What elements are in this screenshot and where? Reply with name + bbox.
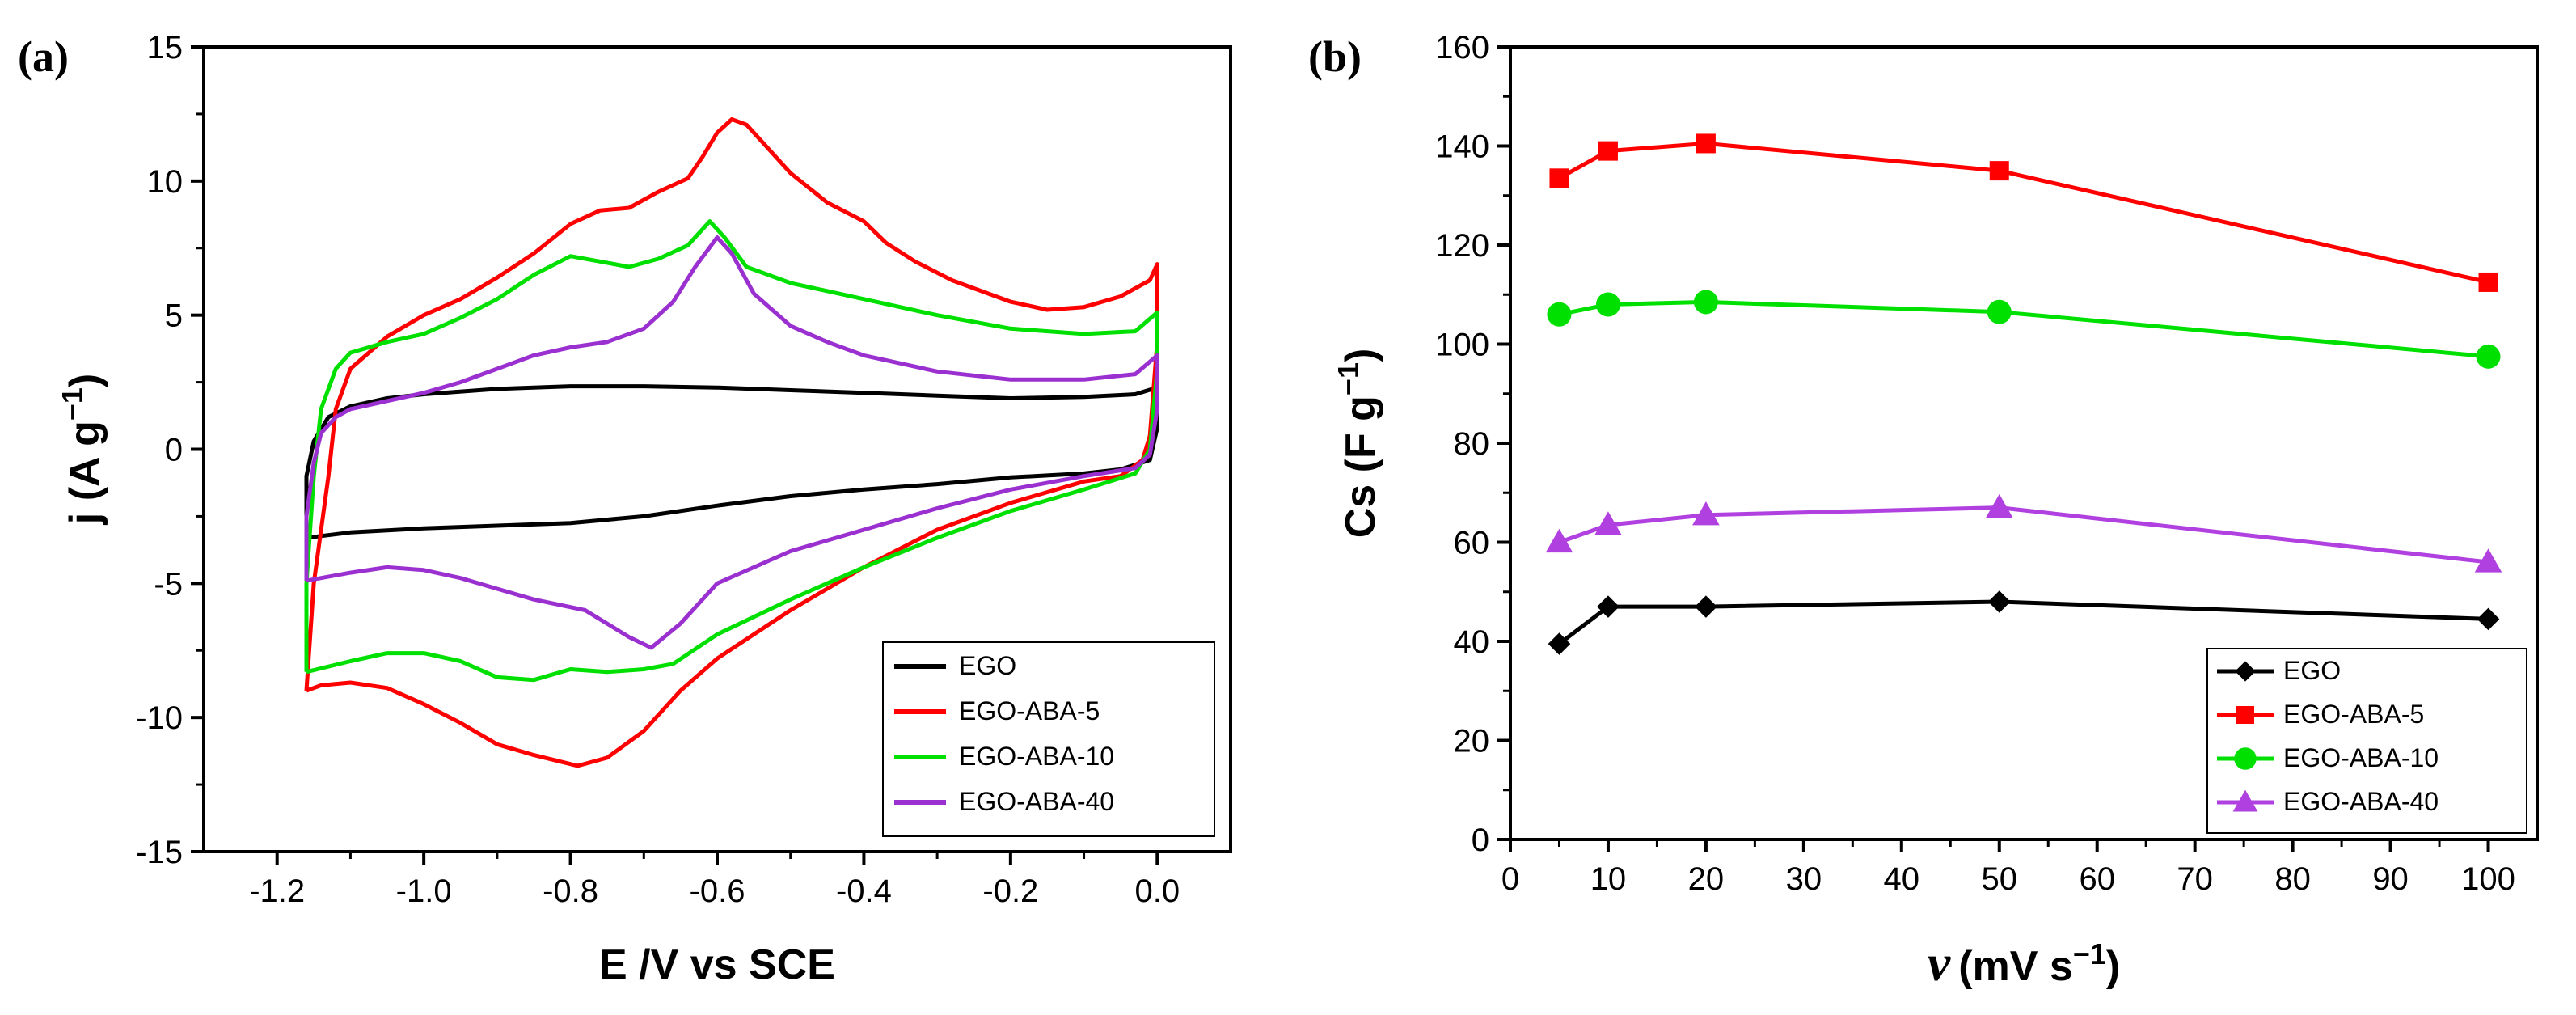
- panel-b-point-EGO-ABA-5: [1989, 161, 2009, 181]
- panel-a-series-line-EGO: [304, 384, 1159, 540]
- panel-b-legend-swatch-marker: [2234, 747, 2257, 770]
- panel-b-legend-swatch-marker: [2235, 661, 2256, 682]
- panel-b-xlabel-sup: −1: [2073, 937, 2106, 971]
- panel-b-chart: (b) 0 10 20 30 40 50 60 70 80 90 100 0 20 40 60 80 100 12…: [1308, 30, 2539, 992]
- panel-a-x-tick-label: -1.0: [396, 873, 452, 909]
- panel-a-series-lines: [304, 117, 1159, 768]
- panel-b-label: (b): [1308, 32, 1362, 81]
- panel-a-y-tick-label: 0: [165, 433, 183, 468]
- panel-b-point-EGO: [1548, 632, 1571, 655]
- panel-b-point-EGO-ABA-10: [2476, 344, 2501, 369]
- panel-b-y-tick-label: 120: [1435, 228, 1489, 264]
- panel-b-ylabel-sup: −1: [1332, 362, 1365, 395]
- panel-b-xlabel-symbol: ν: [1928, 934, 1951, 992]
- panel-b-legend-label: EGO-ABA-5: [2283, 700, 2424, 729]
- panel-b-x-tick-label: 10: [1590, 861, 1627, 897]
- panel-a-x-tick-label: -0.6: [690, 873, 745, 909]
- panel-b-point-EGO-ABA-40: [1692, 501, 1720, 526]
- panel-b-ylabel-main: Cs (F g: [1337, 395, 1384, 538]
- panel-a-y-axis-title: j (A g−1): [56, 374, 108, 525]
- panel-a-y-tick-label: -5: [154, 566, 183, 602]
- panel-b-legend: EGO EGO-ABA-5 EGO-ABA-10 EGO-ABA-40: [2206, 648, 2527, 834]
- panel-b-point-EGO-ABA-5: [1549, 168, 1569, 188]
- panel-b-point-EGO-ABA-10: [1595, 292, 1620, 317]
- panel-a-x-tick-label: 0.0: [1134, 873, 1180, 909]
- panel-b-y-tick-label: 0: [1472, 823, 1489, 858]
- panel-b-point-EGO-ABA-40: [1545, 528, 1573, 553]
- panel-b-xlabel-unit: (mV s: [1958, 943, 2073, 990]
- panel-a-x-tick-label: -1.2: [249, 873, 305, 909]
- panel-a-series-line-EGO-ABA-40: [304, 235, 1159, 650]
- panel-b-y-tick-label: 140: [1435, 129, 1489, 165]
- panel-a-ticks: -1.2 -1.0 -0.8 -0.6 -0.4 -0.2 0.0 -15 -10 -5 0 5 10 1…: [136, 30, 1180, 909]
- panel-b-point-EGO-ABA-40: [1985, 493, 2013, 518]
- panel-b-point-EGO: [1597, 595, 1620, 618]
- panel-b-series-line-EGO-ABA-5: [1558, 141, 2489, 285]
- panel-b-x-tick-label: 70: [2177, 861, 2213, 897]
- panel-b-legend-label: EGO-ABA-40: [2283, 787, 2439, 816]
- panel-b-y-tick-label: 80: [1454, 426, 1490, 462]
- panel-b-series-lines: [1557, 141, 2489, 646]
- panel-b-x-tick-label: 60: [2079, 861, 2115, 897]
- panel-b-xlabel-close: ): [2106, 943, 2120, 990]
- panel-a-legend: EGO EGO-ABA-5 EGO-ABA-10 EGO-ABA-40: [882, 641, 1215, 837]
- panel-b-x-axis-title: ν (mV s−1): [1928, 934, 2120, 992]
- panel-a-label: (a): [18, 32, 69, 81]
- panel-b-y-tick-label: 20: [1454, 724, 1490, 759]
- panel-b-x-tick-label: 40: [1884, 861, 1920, 897]
- panel-b-legend-swatch-marker: [2236, 706, 2254, 724]
- panel-b-ylabel-close: ): [1337, 349, 1384, 362]
- panel-a-y-tick-label: 5: [165, 298, 183, 334]
- panel-b-point-EGO-ABA-5: [2478, 272, 2498, 292]
- panel-a-chart: (a) -1.2 -1.0 -0.8 -0.6 -0.4 -0.2 0.0 -15 -10 -5 0…: [18, 30, 1232, 988]
- panel-b-ticks: 0 10 20 30 40 50 60 70 80 90 100 0 20 40 60 80 100 120 140…: [1435, 30, 2515, 897]
- panel-b-y-tick-label: 40: [1454, 624, 1490, 660]
- panel-a-x-tick-label: -0.8: [543, 873, 598, 909]
- panel-b-point-EGO-ABA-10: [1547, 302, 1572, 327]
- panel-a-legend-label: EGO: [959, 651, 1016, 680]
- panel-b-legend-label: EGO-ABA-10: [2283, 743, 2439, 772]
- panel-b-point-EGO-ABA-5: [1696, 133, 1716, 154]
- panel-b-x-tick-label: 100: [2461, 861, 2515, 897]
- panel-a-x-axis-title: E /V vs SCE: [599, 941, 835, 988]
- panel-a-ylabel-sup: −1: [56, 387, 89, 421]
- panel-b-x-tick-label: 90: [2372, 861, 2409, 897]
- panel-b-point-EGO-ABA-10: [1987, 299, 2012, 324]
- panel-b-point-EGO: [1695, 595, 1717, 618]
- panel-b-y-tick-label: 160: [1435, 30, 1489, 66]
- panel-b-y-axis-title: Cs (F g−1): [1332, 349, 1384, 539]
- panel-a-x-tick-label: -0.2: [982, 873, 1038, 909]
- panel-a-ylabel-main: j (A g: [61, 421, 108, 525]
- panel-b-point-EGO-ABA-40: [2474, 548, 2502, 573]
- panel-a-legend-label: EGO-ABA-40: [959, 787, 1114, 816]
- panel-b-x-tick-label: 80: [2274, 861, 2311, 897]
- panel-b-x-tick-label: 50: [1982, 861, 2018, 897]
- panel-b-point-EGO: [2477, 607, 2500, 631]
- panel-b-series-markers: [1545, 133, 2502, 655]
- panel-b-point-EGO-ABA-5: [1598, 141, 1618, 161]
- panel-a-series-line-EGO-ABA-5: [304, 117, 1159, 768]
- panel-a-legend-label: EGO-ABA-10: [959, 742, 1114, 771]
- panel-a-y-tick-label: -15: [136, 835, 183, 870]
- panel-a-series-line-EGO-ABA-10: [304, 219, 1159, 683]
- panel-a-y-tick-label: -10: [136, 700, 183, 736]
- panel-a-y-tick-label: 10: [147, 164, 184, 200]
- panel-a-x-tick-label: -0.4: [836, 873, 892, 909]
- panel-b-y-tick-label: 100: [1435, 328, 1489, 363]
- panel-b-point-EGO-ABA-10: [1693, 290, 1718, 315]
- panel-b-legend-label: EGO: [2283, 656, 2341, 685]
- panel-a-legend-label: EGO-ABA-5: [959, 696, 1100, 725]
- panel-b-y-tick-label: 60: [1454, 526, 1490, 561]
- panel-b-legend-swatch-marker: [2232, 789, 2258, 812]
- panel-b-x-tick-label: 0: [1501, 861, 1519, 897]
- panel-b-point-EGO-ABA-40: [1594, 511, 1622, 535]
- panel-a-y-tick-label: 15: [147, 30, 184, 66]
- panel-a-ylabel-close: ): [61, 374, 108, 387]
- panel-b-point-EGO: [1987, 590, 2011, 613]
- panel-b-x-tick-label: 30: [1786, 861, 1822, 897]
- panel-b-x-tick-label: 20: [1688, 861, 1725, 897]
